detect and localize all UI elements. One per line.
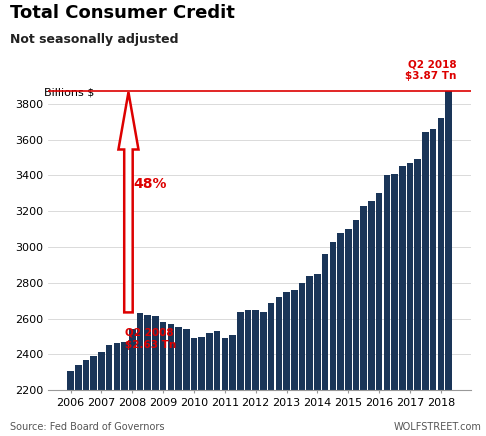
Bar [383, 175, 390, 436]
Bar [191, 338, 197, 436]
Bar [422, 133, 429, 436]
Bar [160, 322, 166, 436]
Bar [407, 163, 413, 436]
Bar [415, 159, 421, 436]
Bar [144, 315, 151, 436]
Text: Total Consumer Credit: Total Consumer Credit [10, 4, 235, 22]
Bar [437, 118, 444, 436]
Bar [306, 276, 313, 436]
Bar [314, 274, 321, 436]
Bar [353, 220, 359, 436]
Text: Q2 2008
$2.63 Tn: Q2 2008 $2.63 Tn [124, 327, 176, 350]
Bar [376, 193, 382, 436]
Bar [445, 91, 452, 436]
Bar [268, 303, 275, 436]
Bar [129, 330, 136, 436]
Bar [322, 254, 329, 436]
Bar [75, 365, 82, 436]
Bar [399, 167, 405, 436]
Bar [345, 229, 351, 436]
Bar [229, 335, 236, 436]
Text: Q2 2018
$3.87 Tn: Q2 2018 $3.87 Tn [405, 59, 456, 82]
Bar [245, 310, 251, 436]
Bar [291, 290, 297, 436]
Text: Not seasonally adjusted: Not seasonally adjusted [10, 33, 178, 46]
Bar [98, 352, 105, 436]
Bar [222, 338, 228, 436]
Bar [276, 297, 282, 436]
Bar [237, 311, 243, 436]
Text: Billions $: Billions $ [44, 88, 94, 98]
Bar [168, 324, 174, 436]
Polygon shape [119, 92, 139, 313]
Bar [198, 337, 205, 436]
Bar [391, 174, 398, 436]
Bar [299, 283, 305, 436]
Bar [83, 360, 89, 436]
Bar [337, 233, 344, 436]
Bar [183, 328, 190, 436]
Bar [106, 344, 112, 436]
Bar [152, 316, 159, 436]
Text: Source: Fed Board of Governors: Source: Fed Board of Governors [10, 422, 164, 432]
Bar [252, 310, 259, 436]
Bar [283, 292, 290, 436]
Bar [90, 356, 97, 436]
Bar [214, 331, 221, 436]
Bar [137, 313, 143, 436]
Bar [114, 343, 120, 436]
Bar [68, 371, 74, 436]
Bar [206, 333, 213, 436]
Bar [330, 242, 336, 436]
Bar [361, 206, 367, 436]
Bar [430, 129, 436, 436]
Text: 48%: 48% [133, 177, 167, 191]
Text: WOLFSTREET.com: WOLFSTREET.com [393, 422, 481, 432]
Bar [175, 327, 182, 436]
Bar [368, 201, 375, 436]
Bar [122, 342, 128, 436]
Bar [260, 311, 267, 436]
